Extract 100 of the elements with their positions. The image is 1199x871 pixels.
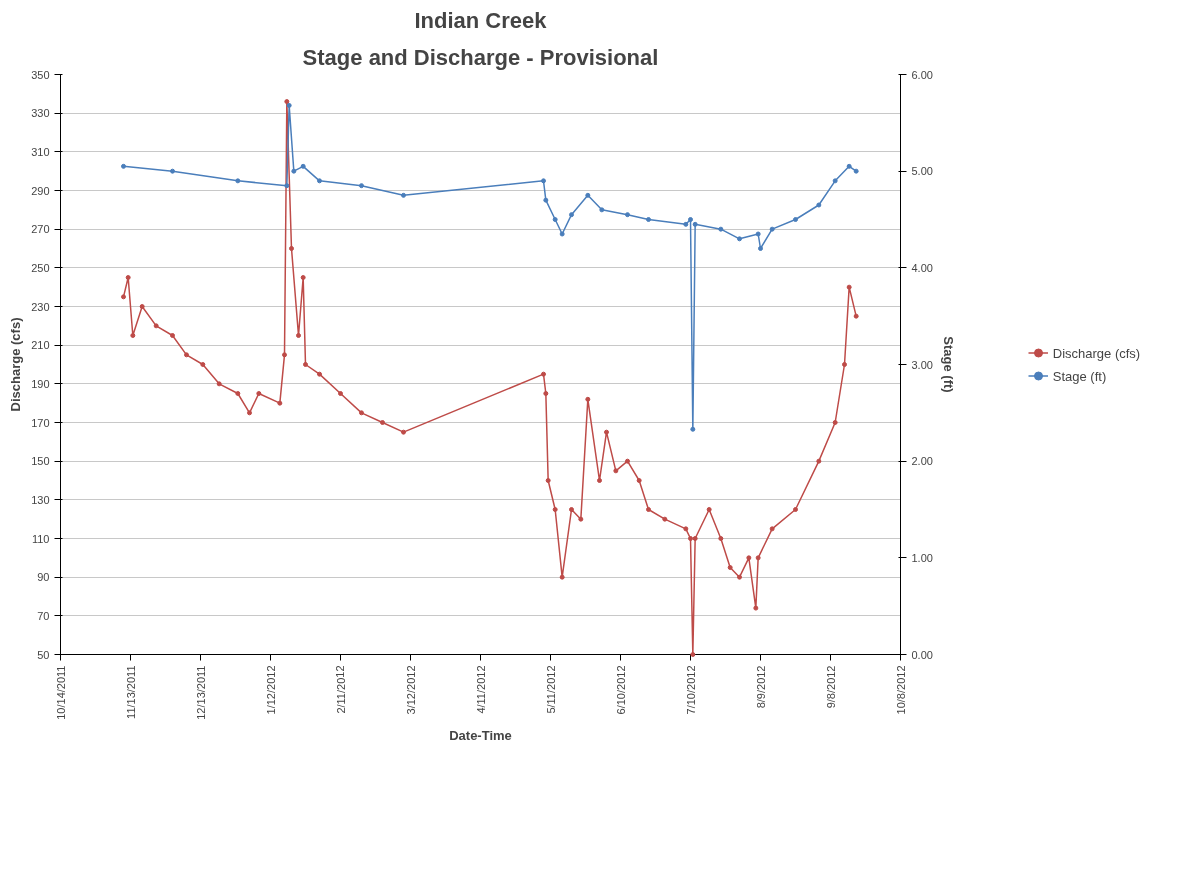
x-tick-label: 10/8/2012 <box>894 665 907 715</box>
point <box>737 236 742 242</box>
point <box>746 555 752 561</box>
point <box>692 221 698 227</box>
point <box>604 429 609 435</box>
point <box>559 231 565 237</box>
y-tick-label: 70 <box>37 609 50 622</box>
point <box>585 396 591 402</box>
point <box>755 231 761 237</box>
point <box>359 183 364 189</box>
point <box>121 294 126 300</box>
point <box>613 468 619 474</box>
legend-label: Discharge (cfs) <box>1052 345 1141 360</box>
point <box>832 178 838 184</box>
point <box>139 304 145 309</box>
y-tick-label: 230 <box>31 300 50 313</box>
point <box>842 362 847 367</box>
point <box>303 362 308 367</box>
point <box>688 217 693 222</box>
point <box>121 163 126 169</box>
y-tick-label: 210 <box>31 339 50 352</box>
y-tick-label: 150 <box>31 455 50 468</box>
point <box>401 192 406 198</box>
point <box>646 217 651 222</box>
point <box>758 246 763 251</box>
point <box>816 202 822 208</box>
y2-tick-label: 5.00 <box>911 165 933 178</box>
point <box>289 246 294 251</box>
y-tick-label: 250 <box>31 261 50 274</box>
point <box>170 168 175 174</box>
y2-tick-label: 3.00 <box>911 358 933 371</box>
y2-tick-label: 6.00 <box>911 68 933 81</box>
point <box>338 391 343 396</box>
x-tick-label: 12/13/2011 <box>194 665 207 720</box>
point <box>755 555 761 561</box>
point <box>683 221 689 227</box>
point <box>277 400 283 406</box>
point <box>401 429 406 435</box>
point <box>545 478 551 483</box>
y-axis-title: Discharge (cfs) <box>8 317 24 412</box>
y-tick-label: 190 <box>31 377 50 390</box>
point <box>690 426 696 432</box>
x-tick-label: 1/12/2012 <box>264 665 277 715</box>
point <box>552 217 558 222</box>
y-tick-label: 270 <box>31 223 50 236</box>
point <box>216 381 222 387</box>
x-tick-label: 9/8/2012 <box>824 665 837 709</box>
x-tick-label: 3/12/2012 <box>404 665 417 715</box>
point <box>300 275 306 280</box>
point <box>296 333 301 338</box>
chart-title: Indian Creek <box>414 7 548 33</box>
point <box>569 507 574 512</box>
point <box>256 391 262 396</box>
y-tick-label: 50 <box>37 648 50 661</box>
y-tick-label: 170 <box>31 416 50 429</box>
point <box>200 362 206 367</box>
y2-tick-label: 4.00 <box>911 261 933 274</box>
point <box>690 652 696 657</box>
y-tick-label: 110 <box>31 532 50 545</box>
point <box>543 197 549 203</box>
point <box>662 516 668 522</box>
y2-tick-label: 2.00 <box>911 455 933 468</box>
x-tick-label: 2/11/2012 <box>334 665 347 714</box>
y2-tick-label: 1.00 <box>911 551 933 564</box>
point <box>317 371 322 377</box>
point <box>541 178 546 184</box>
point <box>727 565 733 570</box>
point <box>737 574 742 580</box>
y2-axis-title: Stage (ft) <box>940 336 956 393</box>
y-tick-label: 90 <box>37 571 50 584</box>
point <box>380 420 385 425</box>
x-axis-title: Date-Time <box>449 727 512 743</box>
point <box>718 226 724 232</box>
point <box>130 333 136 338</box>
point <box>569 212 574 218</box>
point <box>853 168 859 174</box>
y-tick-label: 290 <box>31 184 50 197</box>
point <box>247 410 252 416</box>
y-tick-label: 330 <box>31 107 50 120</box>
point <box>688 536 693 541</box>
x-tick-label: 4/11/2012 <box>474 665 487 714</box>
point <box>578 516 584 522</box>
point <box>541 371 546 377</box>
point <box>692 536 698 541</box>
point <box>153 323 159 329</box>
x-tick-label: 6/10/2012 <box>614 665 627 715</box>
y-tick-label: 310 <box>31 145 50 158</box>
point <box>846 284 852 290</box>
point <box>359 410 364 416</box>
point <box>235 178 241 184</box>
point <box>170 333 175 338</box>
point <box>832 420 838 425</box>
point <box>769 526 775 532</box>
point <box>769 226 775 232</box>
y-tick-label: 130 <box>31 493 50 506</box>
point <box>636 478 642 483</box>
point <box>125 275 131 280</box>
point <box>793 507 798 512</box>
point <box>753 605 759 611</box>
point <box>559 574 565 580</box>
